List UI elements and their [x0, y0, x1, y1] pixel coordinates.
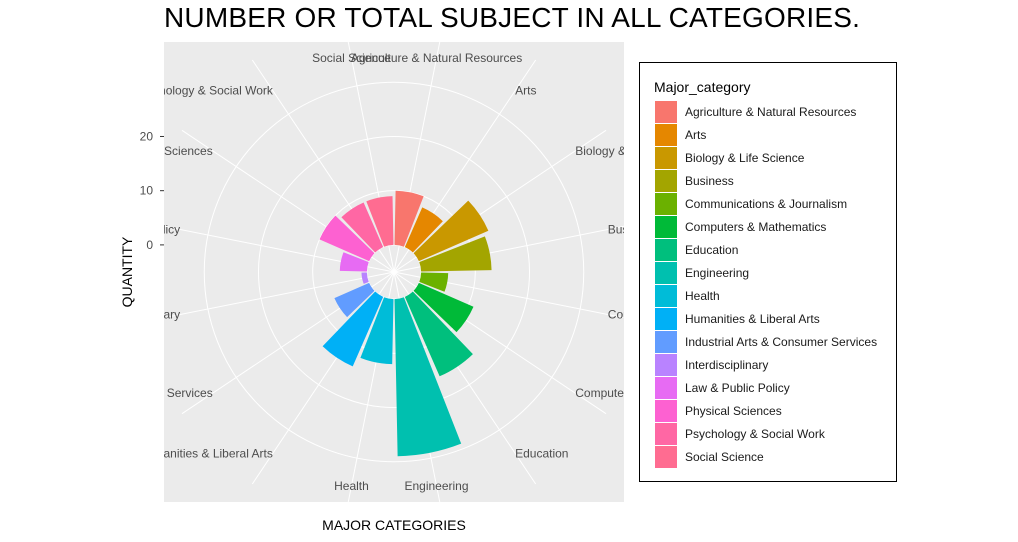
- bar-agriculture-natural-resources: [394, 190, 424, 247]
- bar-engineering: [394, 297, 462, 457]
- legend-key: [655, 354, 677, 376]
- legend-label: Engineering: [685, 266, 750, 280]
- category-labels: Agriculture & Natural Resources Arts Biolo…: [21, 51, 770, 493]
- category-label: Psychology & Social Work: [133, 84, 274, 98]
- category-label: Law & Public Policy: [75, 222, 180, 236]
- bar-health: [360, 297, 394, 365]
- category-label: Communications & Journalism: [608, 308, 770, 322]
- category-label: Humanities & Liberal Arts: [138, 446, 273, 460]
- legend-key: [655, 308, 677, 330]
- category-label: Engineering: [404, 479, 468, 493]
- category-label: Agriculture & Natural Resources: [351, 51, 522, 65]
- category-label: Interdisciplinary: [97, 308, 180, 322]
- legend-key: [655, 331, 677, 353]
- legend-key: [655, 262, 677, 284]
- legend-label: Health: [685, 289, 720, 303]
- grid-circle: [312, 190, 476, 354]
- bar-psychology-social-work: [341, 202, 384, 253]
- chart-bars: [319, 190, 492, 457]
- legend-key: [655, 285, 677, 307]
- legend-key: [655, 193, 677, 215]
- bar-business: [419, 236, 492, 272]
- legend-key: [655, 446, 677, 468]
- grid-spoke: [164, 271, 395, 319]
- legend-label: Communications & Journalism: [685, 197, 848, 211]
- legend-label: Social Science: [685, 450, 764, 464]
- grid-circle: [257, 135, 531, 409]
- legend-key: [655, 124, 677, 146]
- legend: Major_category Agriculture & Natural Res…: [639, 62, 897, 482]
- legend-label: Computers & Mathematics: [685, 220, 827, 234]
- legend-key: [655, 170, 677, 192]
- grid-circle: [203, 81, 585, 463]
- legend-label: Education: [685, 243, 739, 257]
- y-tick-label: 20: [140, 129, 154, 143]
- legend-key: [655, 216, 677, 238]
- y-tick-label: 10: [140, 184, 154, 198]
- category-label: Social Science: [312, 51, 391, 65]
- bar-interdisciplinary: [361, 272, 369, 284]
- legend-key: [655, 147, 677, 169]
- category-label: Biology & Life Science: [575, 144, 695, 158]
- legend-label: Humanities & Liberal Arts: [685, 312, 820, 326]
- category-label: Arts: [515, 84, 536, 98]
- category-label: Business: [608, 222, 657, 236]
- legend-label: Agriculture & Natural Resources: [685, 105, 857, 119]
- bar-arts: [404, 207, 443, 253]
- legend-label: Arts: [685, 128, 707, 142]
- bar-computers-mathematics: [413, 282, 474, 333]
- bar-education: [404, 291, 473, 377]
- x-axis-label: MAJOR CATEGORIES: [322, 517, 466, 533]
- category-label: Computers & Mathematics: [575, 386, 716, 400]
- legend-label: Industrial Arts & Consumer Services: [685, 335, 878, 349]
- category-label: Education: [515, 446, 568, 460]
- legend-key: [655, 377, 677, 399]
- legend-label: Physical Sciences: [685, 404, 782, 418]
- bar-humanities-liberal-arts: [322, 291, 384, 367]
- bar-law-public-policy: [339, 252, 369, 272]
- legend-label: Interdisciplinary: [685, 358, 769, 372]
- category-label: Health: [334, 479, 369, 493]
- chart-title: NUMBER OR TOTAL SUBJECT IN ALL CATEGORIE…: [164, 2, 861, 33]
- bar-communications-journalism: [419, 272, 449, 292]
- bar-industrial-arts-consumer-services: [334, 282, 375, 318]
- legend-key: [655, 423, 677, 445]
- legend-key: [655, 101, 677, 123]
- y-axis-label: QUANTITY: [119, 236, 135, 308]
- bar-physical-sciences: [319, 215, 375, 262]
- category-label: Physical Sciences: [116, 144, 213, 158]
- legend-key: [655, 400, 677, 422]
- grid-circle: [366, 244, 422, 300]
- legend-label: Psychology & Social Work: [685, 427, 825, 441]
- legend-title: Major_category: [654, 79, 751, 95]
- y-tick-label: 0: [146, 238, 153, 252]
- legend-label: Law & Public Policy: [685, 381, 790, 395]
- bar-social-science: [366, 196, 394, 247]
- legend-label: Business: [685, 174, 734, 188]
- legend-key: [655, 239, 677, 261]
- legend-label: Biology & Life Science: [685, 151, 805, 165]
- y-axis-ticks: 0 10 20: [140, 129, 164, 252]
- bar-biology-life-science: [413, 200, 489, 262]
- category-label: Industrial Arts & Consumer Services: [21, 386, 213, 400]
